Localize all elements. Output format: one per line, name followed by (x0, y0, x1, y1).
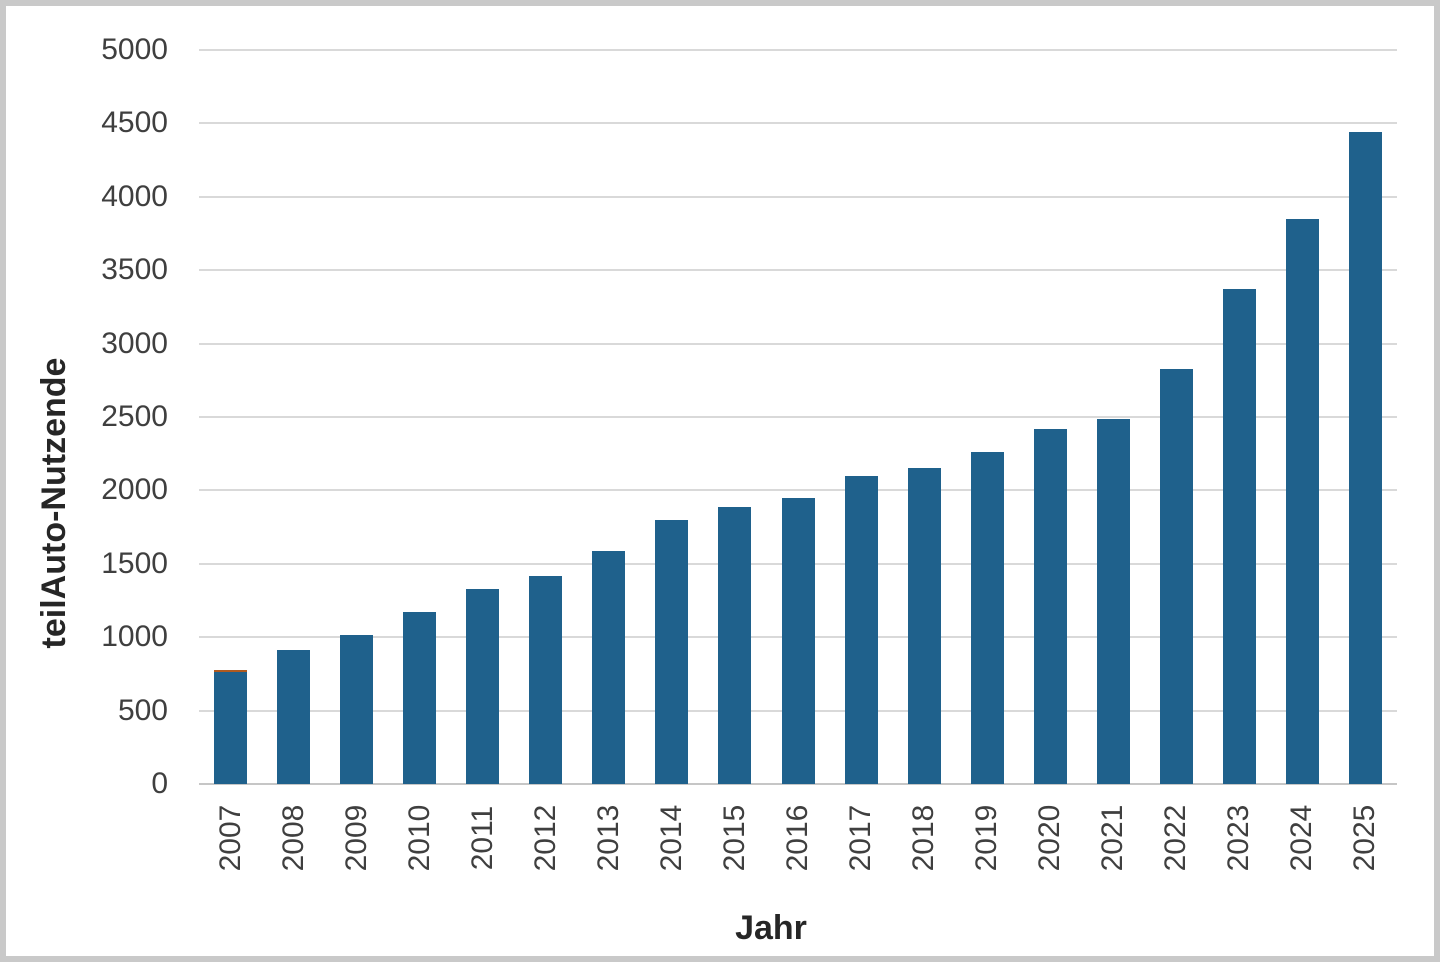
bar-2024 (1285, 218, 1319, 784)
gridline-3500 (199, 269, 1397, 272)
x-tick-label-2011: 2011 (465, 805, 499, 871)
bar-segment-blue-2019 (970, 452, 1004, 784)
x-tick-label-2017: 2017 (844, 804, 878, 872)
x-tick-label-2009: 2009 (339, 804, 373, 872)
y-tick-label-4000: 4000 (101, 179, 168, 213)
bar-2011 (466, 588, 500, 784)
bar-segment-blue-2011 (466, 588, 500, 784)
bar-segment-orange-2007 (214, 670, 248, 673)
x-tick-label-2016: 2016 (781, 804, 814, 872)
bar-2025 (1348, 132, 1382, 784)
y-axis-title: teilAuto-Nutzende (35, 357, 73, 649)
y-tick-label-2000: 2000 (101, 473, 168, 507)
gridline-4500 (199, 122, 1397, 125)
bar-2010 (403, 612, 437, 784)
bar-2008 (277, 649, 311, 784)
bar-2016 (781, 497, 815, 784)
y-tick-label-5000: 5000 (101, 33, 168, 66)
y-tick-label-1000: 1000 (101, 620, 168, 654)
bar-segment-blue-2022 (1159, 368, 1193, 784)
bar-2013 (592, 550, 626, 784)
y-tick-label-1500: 1500 (101, 546, 168, 580)
x-tick-label-2024: 2024 (1285, 804, 1319, 872)
x-tick-label-2018: 2018 (907, 804, 941, 872)
x-tick-label-2025: 2025 (1348, 804, 1382, 872)
bar-segment-blue-2009 (340, 635, 374, 784)
bar-segment-blue-2007 (214, 672, 248, 784)
y-tick-label-2500: 2500 (101, 400, 168, 433)
gridline-5000 (199, 49, 1397, 51)
x-tick-label-2019: 2019 (970, 804, 1004, 872)
bar-2015 (718, 507, 752, 784)
bar-segment-blue-2020 (1033, 428, 1067, 784)
y-tick-label-0: 0 (151, 767, 168, 800)
x-tick-label-2015: 2015 (717, 804, 751, 872)
bar-segment-blue-2021 (1096, 419, 1130, 784)
x-axis-line (199, 783, 1397, 785)
bar-2007 (214, 670, 248, 784)
x-tick-label-2012: 2012 (528, 804, 562, 872)
x-tick-label-2020: 2020 (1033, 804, 1067, 872)
bar-2009 (340, 635, 374, 784)
bar-2022 (1159, 368, 1193, 784)
x-tick-label-2014: 2014 (654, 804, 688, 872)
y-tick-label-3500: 3500 (101, 253, 168, 287)
x-tick-label-2023: 2023 (1222, 804, 1256, 872)
bar-segment-blue-2014 (655, 519, 689, 784)
bar-segment-blue-2023 (1222, 288, 1256, 784)
x-tick-label-2022: 2022 (1159, 804, 1193, 872)
x-tick-label-2008: 2008 (276, 804, 310, 872)
gridline-4000 (199, 195, 1397, 198)
x-tick-label-2021: 2021 (1096, 804, 1130, 872)
bar-segment-blue-2008 (277, 649, 311, 784)
bar-2019 (970, 452, 1004, 784)
bar-2017 (844, 475, 878, 784)
bar-segment-blue-2010 (403, 612, 437, 784)
y-tick-label-3000: 3000 (101, 326, 168, 360)
bar-2020 (1033, 428, 1067, 784)
x-tick-label-2013: 2013 (591, 804, 625, 872)
bar-2021 (1096, 419, 1130, 784)
y-tick-label-4500: 4500 (101, 106, 168, 140)
bar-segment-blue-2018 (907, 468, 941, 784)
x-tick-label-2010: 2010 (402, 804, 436, 872)
x-tick-label-2007: 2007 (213, 804, 247, 872)
bar-segment-blue-2012 (529, 576, 563, 784)
gridline-2000 (199, 489, 1397, 492)
bar-2023 (1222, 288, 1256, 784)
bar-segment-blue-2017 (844, 475, 878, 784)
bar-2018 (907, 468, 941, 784)
x-axis-title: Jahr (735, 909, 807, 947)
bar-segment-blue-2025 (1348, 132, 1382, 784)
gridline-3000 (199, 342, 1397, 345)
bar-2012 (529, 576, 563, 784)
bar-2014 (655, 519, 689, 784)
y-tick-label-500: 500 (117, 693, 168, 727)
bar-segment-blue-2015 (718, 507, 752, 784)
bar-segment-blue-2013 (592, 550, 626, 784)
bar-segment-blue-2024 (1285, 218, 1319, 784)
bar-segment-blue-2016 (781, 497, 815, 784)
gridline-2500 (199, 416, 1397, 418)
